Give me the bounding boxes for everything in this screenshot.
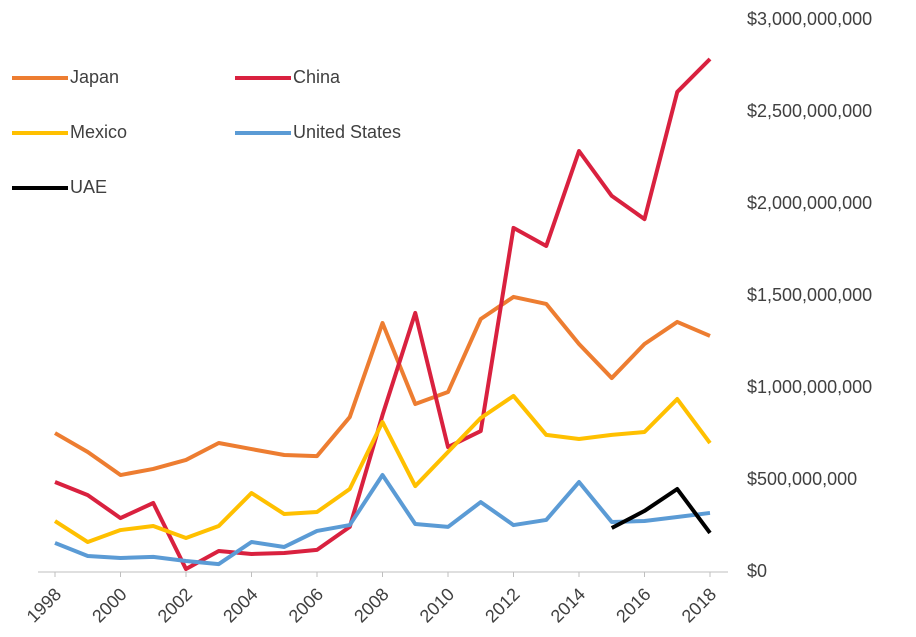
series-line — [53, 294, 711, 478]
legend-label: Mexico — [70, 122, 127, 142]
y-tick-label: $1,500,000,000 — [747, 285, 872, 305]
x-tick-label: 2018 — [678, 584, 720, 626]
legend-label: China — [293, 67, 341, 87]
x-tick-label: 2012 — [481, 584, 523, 626]
y-tick-label: $0 — [747, 561, 767, 581]
y-tick-label: $500,000,000 — [747, 469, 857, 489]
y-tick-label: $1,000,000,000 — [747, 377, 872, 397]
series-line — [53, 393, 712, 545]
x-tick-label: 2010 — [416, 584, 458, 626]
x-tick-label: 2006 — [285, 584, 327, 626]
legend-label: Japan — [70, 67, 119, 87]
x-tick-label: 1998 — [23, 584, 65, 626]
series-line — [54, 473, 711, 567]
series-line — [610, 487, 712, 535]
y-tick-label: $3,000,000,000 — [747, 9, 872, 29]
x-tick-label: 2008 — [350, 584, 392, 626]
x-tick-label: 2014 — [547, 584, 589, 626]
legend-label: UAE — [70, 177, 107, 197]
y-tick-label: $2,500,000,000 — [747, 101, 872, 121]
x-tick-label: 2016 — [612, 584, 654, 626]
x-tick-label: 2004 — [219, 584, 261, 626]
series-line — [54, 57, 712, 572]
x-tick-label: 2000 — [88, 584, 130, 626]
legend-label: United States — [293, 122, 401, 142]
x-tick-label: 2002 — [154, 584, 196, 626]
y-tick-label: $2,000,000,000 — [747, 193, 872, 213]
